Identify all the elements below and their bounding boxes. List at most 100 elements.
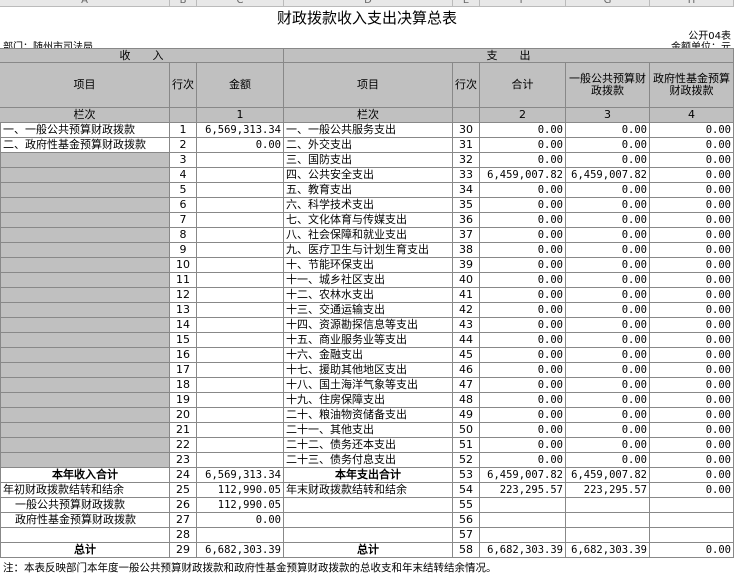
amount-cell: 0.00 — [650, 123, 734, 138]
note: 注：本表反映部门本年度一般公共预算财政拨款和政府性基金预算财政拨款的总收支和年末… — [3, 562, 497, 574]
amount-cell: 0.00 — [650, 438, 734, 453]
item-cell: 总计 — [284, 543, 453, 558]
amount-cell: 223,295.57 — [480, 483, 566, 498]
amount-cell — [197, 183, 284, 198]
amount-cell: 0.00 — [480, 378, 566, 393]
item-cell — [0, 258, 170, 273]
row-number: 28 — [170, 528, 197, 543]
item-cell — [284, 513, 453, 528]
row-number: 40 — [453, 273, 480, 288]
row-number: 20 — [170, 408, 197, 423]
column-header: 一般公共预算财政拨款 — [566, 63, 650, 108]
item-cell — [0, 228, 170, 243]
amount-cell: 6,682,303.39 — [197, 543, 284, 558]
row-number: 4 — [170, 168, 197, 183]
item-cell: 本年支出合计 — [284, 468, 453, 483]
column-header: 行次 — [170, 63, 197, 108]
amount-cell: 0.00 — [650, 138, 734, 153]
row-number: 9 — [170, 243, 197, 258]
item-cell: 二十、粮油物资储备支出 — [284, 408, 453, 423]
column-number: 1 — [197, 108, 284, 123]
amount-cell: 0.00 — [650, 363, 734, 378]
amount-cell: 0.00 — [480, 453, 566, 468]
item-cell: 二、政府性基金预算财政拨款 — [0, 138, 170, 153]
unit: 金额单位：元 — [671, 38, 731, 53]
amount-cell: 0.00 — [650, 318, 734, 333]
amount-cell — [650, 528, 734, 543]
column-number: 栏次 — [284, 108, 453, 123]
column-letter: H — [650, 0, 734, 7]
amount-cell: 0.00 — [650, 273, 734, 288]
form-no: 公开04表 — [688, 31, 731, 42]
item-cell: 三、国防支出 — [284, 153, 453, 168]
column-letter: F — [480, 0, 566, 7]
row-number: 54 — [453, 483, 480, 498]
amount-cell — [566, 513, 650, 528]
amount-cell: 0.00 — [197, 513, 284, 528]
amount-cell — [566, 498, 650, 513]
column-number: 2 — [480, 108, 566, 123]
amount-cell: 0.00 — [480, 123, 566, 138]
amount-cell: 0.00 — [650, 543, 734, 558]
amount-cell: 0.00 — [650, 333, 734, 348]
row-number: 14 — [170, 318, 197, 333]
item-cell: 二十二、债务还本支出 — [284, 438, 453, 453]
amount-cell — [650, 513, 734, 528]
amount-cell: 0.00 — [650, 408, 734, 423]
amount-cell: 6,459,007.82 — [480, 168, 566, 183]
row-number: 50 — [453, 423, 480, 438]
amount-cell — [197, 243, 284, 258]
item-cell: 一、一般公共服务支出 — [284, 123, 453, 138]
row-number: 51 — [453, 438, 480, 453]
amount-cell — [197, 198, 284, 213]
amount-cell: 0.00 — [197, 138, 284, 153]
amount-cell — [197, 168, 284, 183]
row-number: 42 — [453, 303, 480, 318]
amount-cell: 0.00 — [480, 153, 566, 168]
row-number: 36 — [453, 213, 480, 228]
item-cell — [0, 423, 170, 438]
item-cell: 一、一般公共预算财政拨款 — [0, 123, 170, 138]
item-cell: 十二、农林水支出 — [284, 288, 453, 303]
column-header: 合计 — [480, 63, 566, 108]
item-cell — [284, 528, 453, 543]
row-number: 55 — [453, 498, 480, 513]
amount-cell: 0.00 — [650, 453, 734, 468]
item-cell: 九、医疗卫生与计划生育支出 — [284, 243, 453, 258]
amount-cell: 0.00 — [480, 183, 566, 198]
item-cell — [0, 333, 170, 348]
amount-cell — [197, 228, 284, 243]
amount-cell: 0.00 — [480, 258, 566, 273]
item-cell — [284, 498, 453, 513]
item-cell — [0, 363, 170, 378]
amount-cell: 223,295.57 — [566, 483, 650, 498]
amount-cell: 0.00 — [480, 363, 566, 378]
item-cell — [0, 168, 170, 183]
row-number: 38 — [453, 243, 480, 258]
section-header: 支 出 — [284, 48, 734, 63]
amount-cell: 0.00 — [566, 393, 650, 408]
row-number: 39 — [453, 258, 480, 273]
amount-cell — [197, 408, 284, 423]
amount-cell: 0.00 — [480, 303, 566, 318]
amount-cell: 112,990.05 — [197, 483, 284, 498]
amount-cell: 0.00 — [566, 423, 650, 438]
amount-cell: 0.00 — [480, 318, 566, 333]
column-header: 项目 — [0, 63, 170, 108]
row-number: 6 — [170, 198, 197, 213]
amount-cell — [650, 498, 734, 513]
item-cell — [0, 243, 170, 258]
item-cell — [0, 198, 170, 213]
row-number: 53 — [453, 468, 480, 483]
amount-cell — [197, 288, 284, 303]
row-number: 23 — [170, 453, 197, 468]
amount-cell: 0.00 — [480, 348, 566, 363]
row-number: 11 — [170, 273, 197, 288]
row-number: 8 — [170, 228, 197, 243]
amount-cell: 0.00 — [650, 348, 734, 363]
item-cell — [0, 183, 170, 198]
column-letter: A — [0, 0, 170, 7]
amount-cell — [197, 348, 284, 363]
amount-cell — [197, 393, 284, 408]
item-cell — [0, 453, 170, 468]
